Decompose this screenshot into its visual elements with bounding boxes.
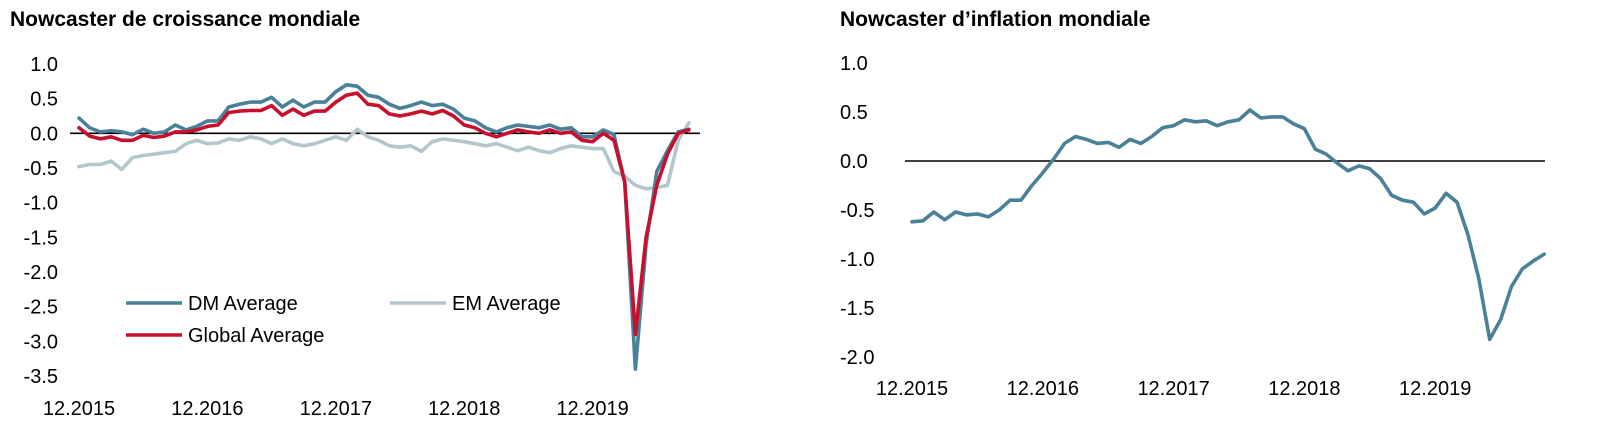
y-tick-label: -1.0 <box>840 249 874 271</box>
y-tick-label: -0.5 <box>840 200 874 222</box>
x-tick-label: 12.2016 <box>171 398 243 420</box>
dm-average-line <box>77 83 691 371</box>
y-tick-label: -1.5 <box>840 298 874 320</box>
y-tick-label: 1.0 <box>840 53 868 75</box>
global-average-line <box>77 91 691 337</box>
chart-title: Nowcaster d’inflation mondiale <box>840 8 1151 31</box>
growth-chart: 1.0 0.5 0.0 -0.5 -1.0 -1.5 -2.0 -2.5 -3.0 -3.5 12.… <box>24 54 700 420</box>
y-tick-label: -2.5 <box>24 297 58 319</box>
x-tick-label: 12.2018 <box>428 398 500 420</box>
x-tick-label: 12.2017 <box>1137 378 1209 400</box>
y-tick-label: -2.0 <box>840 347 874 369</box>
y-tick-label: -1.0 <box>24 193 58 215</box>
y-tick-label: 0.0 <box>30 123 58 145</box>
x-tick-label: 12.2015 <box>876 378 948 400</box>
y-tick-label: 0.0 <box>840 151 868 173</box>
x-tick-label: 12.2015 <box>43 398 115 420</box>
legend-label-em-average: EM Average <box>452 293 561 315</box>
legend-label-dm-average: DM Average <box>188 293 298 315</box>
legend-label-global-average: Global Average <box>188 325 324 347</box>
inflation-chart-panel: Nowcaster d’inflation mondiale 1.0 0.5 0.0… <box>840 0 1600 436</box>
y-tick-label: 0.5 <box>30 89 58 111</box>
y-tick-label: 1.0 <box>30 54 58 76</box>
x-tick-label: 12.2019 <box>1399 378 1471 400</box>
y-tick-label: 0.5 <box>840 102 868 124</box>
y-tick-label: -3.5 <box>24 366 58 388</box>
y-tick-label: -2.0 <box>24 262 58 284</box>
chart-title: Nowcaster de croissance mondiale <box>10 8 361 31</box>
y-tick-label: -1.5 <box>24 227 58 249</box>
inflation-chart: 1.0 0.5 0.0 -0.5 -1.0 -1.5 -2.012.2015 12.2016 1… <box>840 53 1547 400</box>
x-tick-label: 12.2016 <box>1007 378 1079 400</box>
x-tick-label: 12.2017 <box>300 398 372 420</box>
y-tick-label: -3.0 <box>24 331 58 353</box>
y-tick-label: -0.5 <box>24 158 58 180</box>
x-tick-label: 12.2018 <box>1268 378 1340 400</box>
growth-chart-panel: Nowcaster de croissance mondiale 1.0 0.5 0… <box>10 8 700 420</box>
em-average-line <box>77 121 691 191</box>
series-line <box>910 108 1547 342</box>
x-tick-label: 12.2019 <box>556 398 628 420</box>
